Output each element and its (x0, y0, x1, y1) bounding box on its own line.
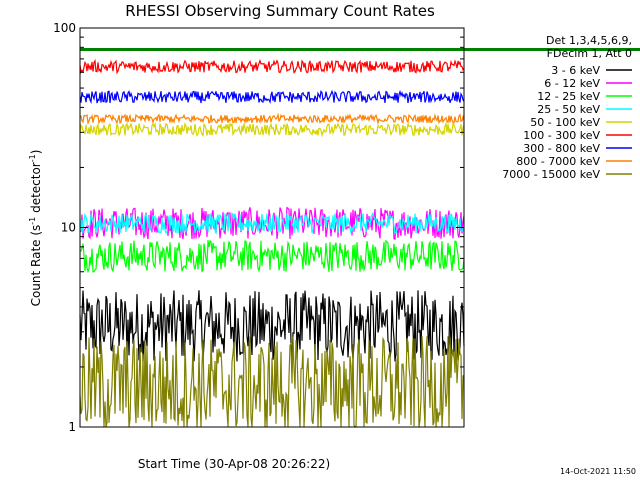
series-line-3 (79, 239, 465, 274)
y-axis-label-sup: -1 (28, 217, 37, 225)
legend-label-5: 50 - 100 keV (530, 116, 600, 129)
series-line-7 (79, 89, 465, 105)
series-line-8 (79, 112, 465, 126)
legend-label-7: 300 - 800 keV (523, 142, 600, 155)
markers-layer: RDN04 (80, 48, 640, 52)
y-tick-label-2: 10 (61, 221, 76, 235)
y-axis-label-close: ) (29, 150, 43, 155)
timestamp: 14-Oct-2021 11:50 (560, 467, 636, 476)
series-line-5 (79, 121, 465, 138)
legend-label-3: 12 - 25 keV (537, 90, 600, 103)
legend-header-2: FDecim 1, Att 0 (547, 47, 632, 60)
series-line-9 (79, 336, 465, 428)
series-line-6 (79, 58, 465, 75)
legend-label-8: 800 - 7000 keV (516, 155, 600, 168)
y-axis-label-end: detector (29, 162, 43, 217)
y-axis-label-sup2: -1 (28, 154, 37, 162)
legend-label-2: 6 - 12 keV (544, 77, 600, 90)
legend: Det 1,3,4,5,6,9, FDecim 1, Att 0 3 - 6 k… (502, 34, 632, 181)
legend-label-6: 100 - 300 keV (523, 129, 600, 142)
legend-label-1: 3 - 6 keV (551, 64, 600, 77)
legend-label-9: 7000 - 15000 keV (502, 168, 600, 181)
series-line-4 (79, 211, 465, 235)
chart-title: RHESSI Observing Summary Count Rates (125, 2, 435, 20)
series-layer (79, 58, 465, 428)
legend-label-4: 25 - 50 keV (537, 103, 600, 116)
y-tick-label-3: 100 (53, 21, 76, 35)
legend-header-1: Det 1,3,4,5,6,9, (546, 34, 632, 47)
y-axis-label-main: Count Rate (s (29, 225, 43, 307)
x-axis-label: Start Time (30-Apr-08 20:26:22) (138, 457, 330, 471)
y-axis-label: Count Rate (s-1 detector-1) (28, 150, 43, 307)
series-line-1 (79, 290, 465, 362)
series-line-2 (79, 206, 465, 240)
y-tick-label-1: 1 (68, 420, 76, 434)
y-axis-ticks: 1 10 100 (53, 21, 464, 434)
